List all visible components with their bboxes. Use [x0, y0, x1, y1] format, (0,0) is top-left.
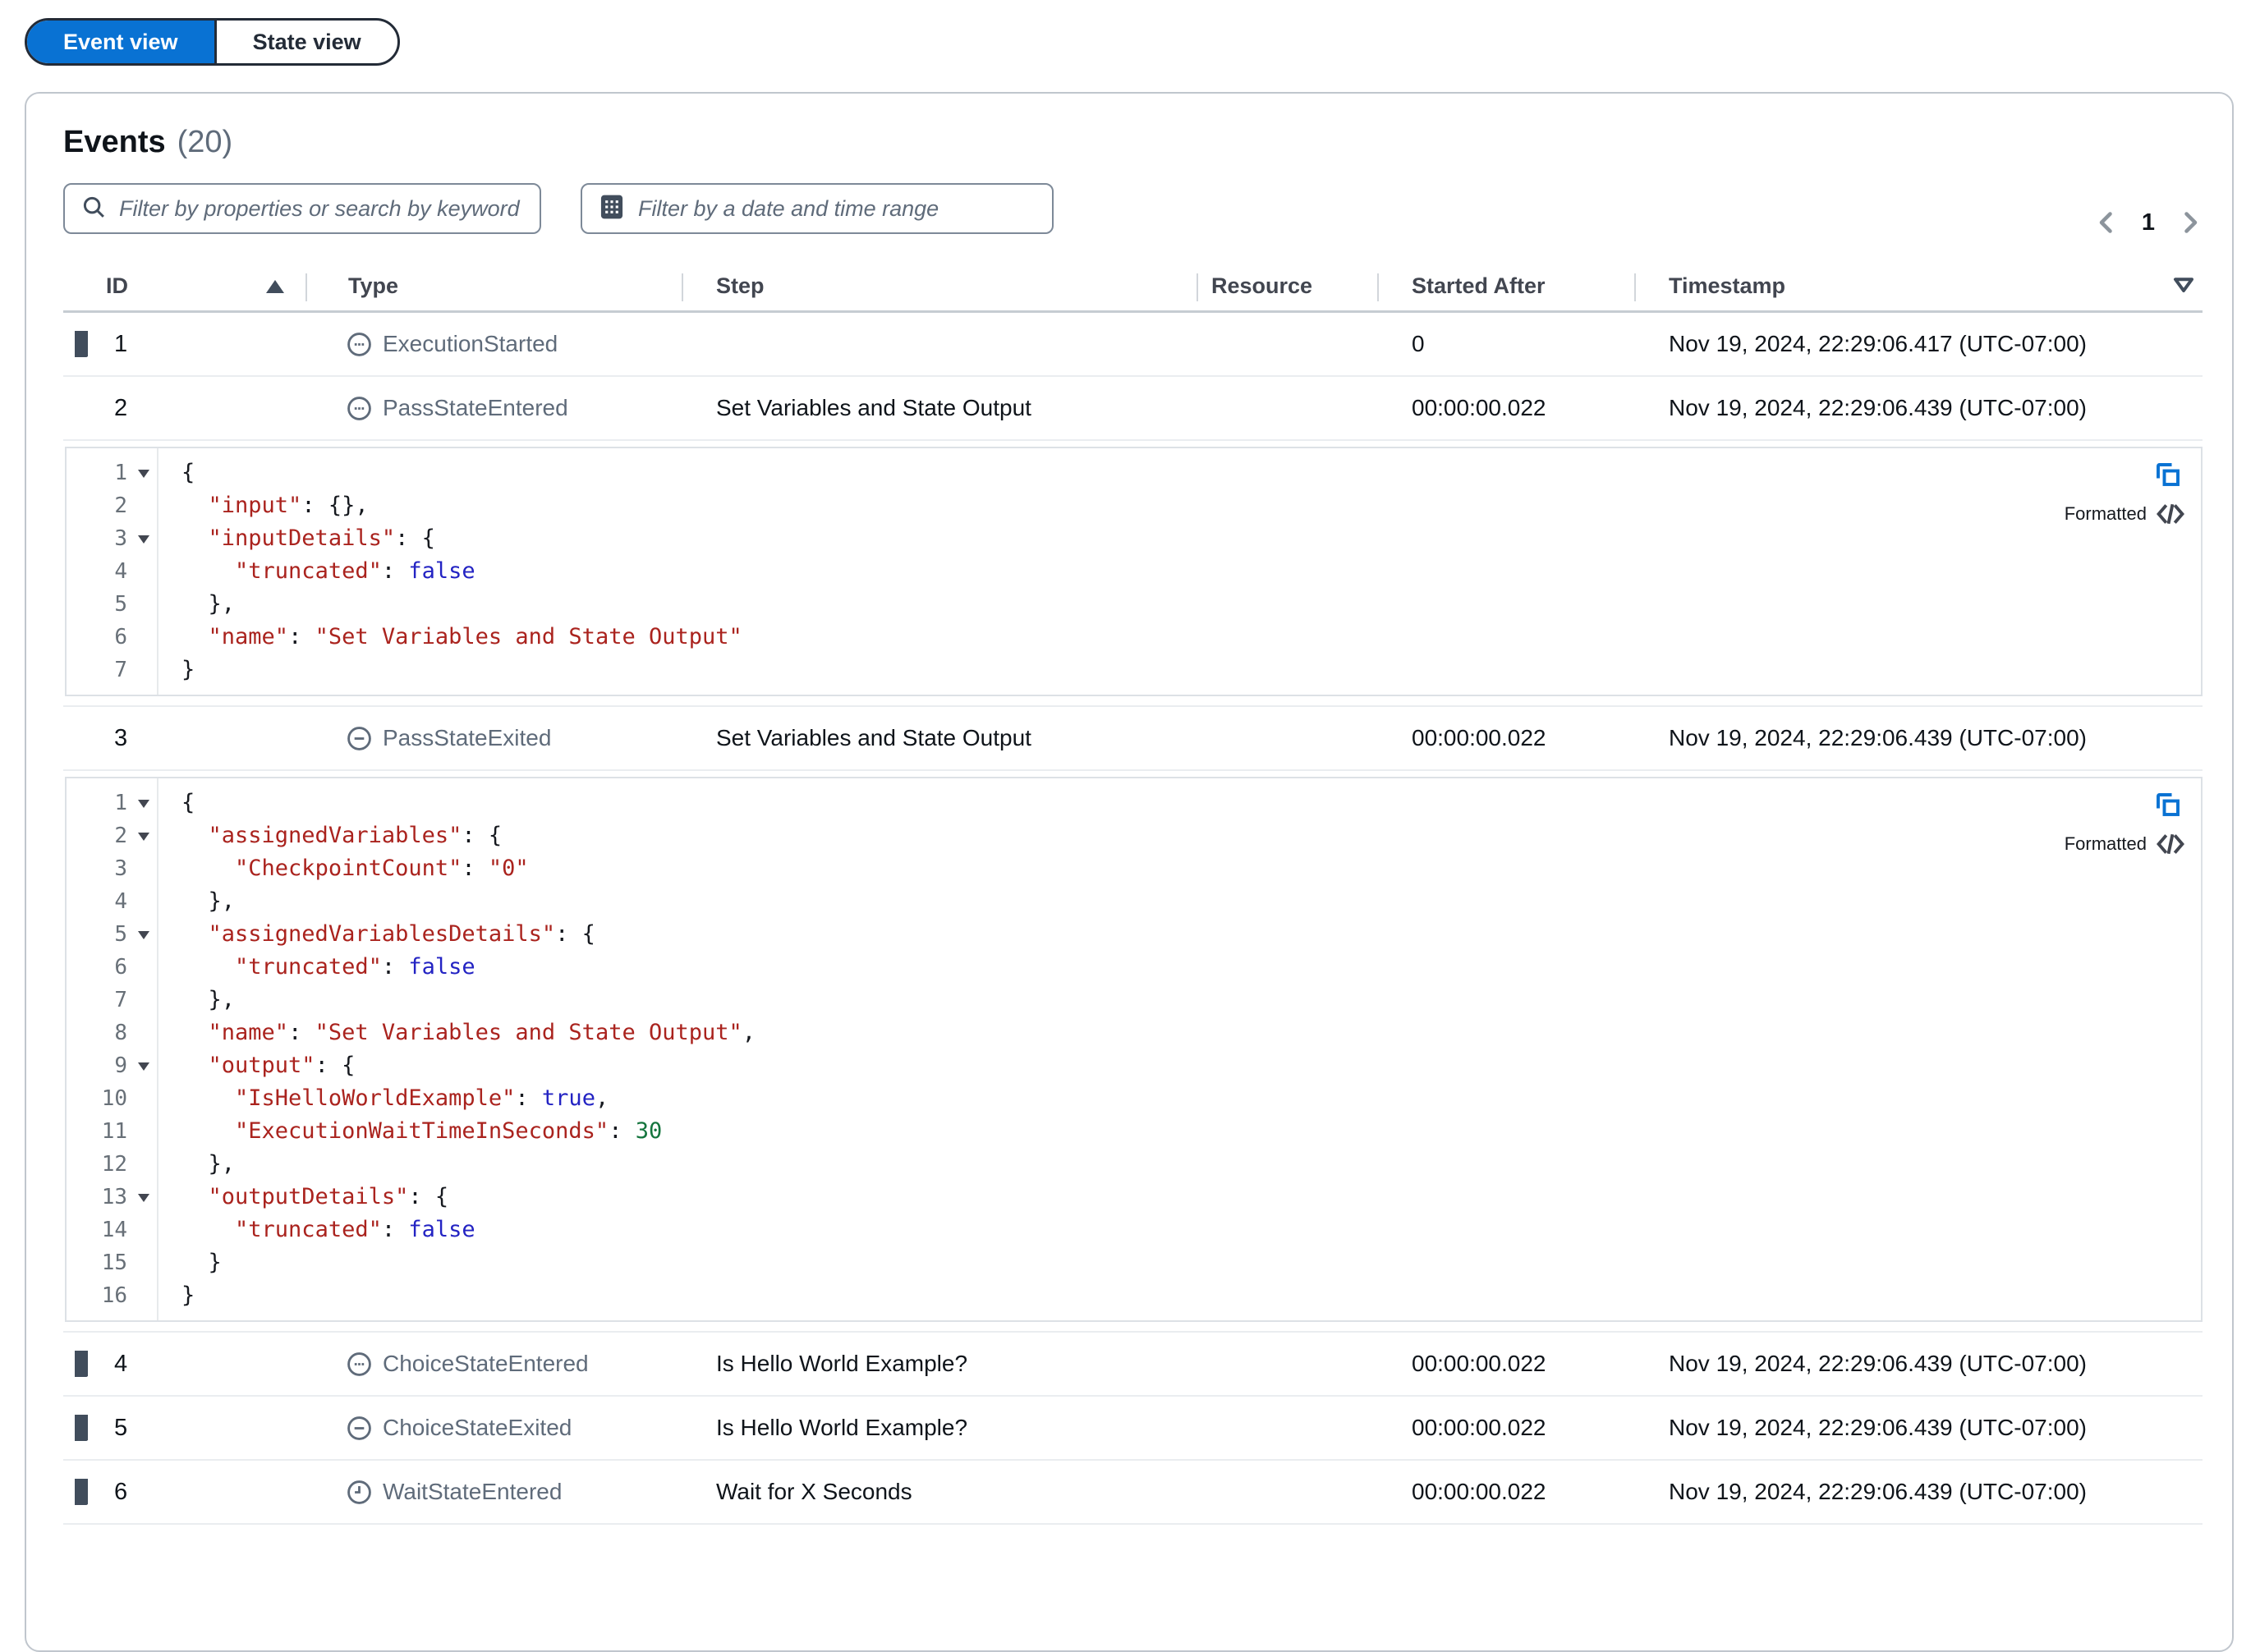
table-row: 5 ChoiceStateExited Is Hello World Examp…: [63, 1397, 2203, 1461]
previous-page-button[interactable]: [2092, 207, 2120, 238]
line-number-gutter: 1 2 3 4 5 6 7 8 9 10 11 12 13 14 15 16: [67, 778, 158, 1320]
status-pending-icon: [347, 396, 372, 421]
clock-icon: [347, 1480, 372, 1505]
event-step: Is Hello World Example?: [716, 1415, 968, 1440]
expand-row-button[interactable]: [75, 1351, 88, 1377]
event-type: ExecutionStarted: [383, 331, 558, 356]
fold-caret-icon[interactable]: [138, 833, 149, 841]
event-step: Is Hello World Example?: [716, 1351, 968, 1376]
copy-button[interactable]: [2152, 788, 2184, 821]
json-content: { "input": {}, "inputDetails": { "trunca…: [181, 460, 742, 682]
sort-ascending-icon[interactable]: [266, 279, 284, 293]
status-pending-icon: [347, 1351, 372, 1377]
event-step: Wait for X Seconds: [716, 1479, 912, 1504]
table-row: 2 PassStateEntered Set Variables and Sta…: [63, 377, 2203, 441]
collapse-row-button[interactable]: [75, 395, 91, 420]
event-started-after: 00:00:00.022: [1412, 725, 1546, 750]
event-step: Set Variables and State Output: [716, 395, 1031, 420]
column-header-step[interactable]: Step: [682, 262, 1197, 310]
formatted-label: Formatted: [2064, 833, 2147, 854]
table-row: 1 ExecutionStarted 0 Nov 19, 2024, 22:29…: [63, 313, 2203, 377]
event-started-after: 00:00:00.022: [1412, 1415, 1546, 1440]
json-content: { "assignedVariables": { "CheckpointCoun…: [181, 790, 756, 1308]
fold-caret-icon[interactable]: [138, 1062, 149, 1071]
tab-state-view[interactable]: State view: [214, 21, 397, 63]
event-started-after: 00:00:00.022: [1412, 1479, 1546, 1504]
fold-caret-icon[interactable]: [138, 800, 149, 808]
table-header-row: ID Type Step Resource Started After Time…: [63, 262, 2203, 313]
events-panel: Events (20): [25, 92, 2234, 1652]
json-code-viewer: 1 2 3 4 5 6 7 8 9 10 11 12 13 14 15 16 { "assignedVaria…: [65, 777, 2203, 1322]
event-id: 6: [114, 1478, 128, 1505]
expand-column-header: [63, 262, 104, 310]
event-type: WaitStateEntered: [383, 1479, 563, 1504]
event-timestamp-link[interactable]: Nov 19, 2024, 22:29:06.439 (UTC-07:00): [1669, 1479, 2087, 1505]
status-stopped-icon: [347, 726, 372, 751]
status-pending-icon: [347, 332, 372, 357]
filter-bar: [63, 183, 2203, 234]
event-started-after: 00:00:00.022: [1412, 1351, 1546, 1376]
event-id: 4: [114, 1350, 128, 1377]
event-started-after: 0: [1412, 331, 1425, 356]
formatted-label: Formatted: [2064, 503, 2147, 524]
search-input[interactable]: [119, 185, 523, 232]
fold-caret-icon[interactable]: [138, 535, 149, 544]
column-header-timestamp: Timestamp: [1634, 262, 2203, 310]
events-count: (20): [177, 125, 233, 159]
events-table: ID Type Step Resource Started After Time…: [63, 262, 2203, 1525]
event-id: 1: [114, 330, 128, 357]
code-view-toggle-icon[interactable]: [2157, 832, 2184, 856]
column-header-id[interactable]: ID: [104, 262, 305, 310]
fold-caret-icon[interactable]: [138, 470, 149, 478]
search-field[interactable]: [63, 183, 541, 234]
page-title: Events: [63, 125, 166, 159]
expand-row-button[interactable]: [75, 1479, 88, 1505]
event-id: 5: [114, 1414, 128, 1441]
event-type: ChoiceStateExited: [383, 1415, 572, 1440]
event-type: PassStateEntered: [383, 395, 568, 420]
calendar-icon: [599, 193, 625, 225]
search-icon: [81, 195, 106, 223]
status-stopped-icon: [347, 1416, 372, 1441]
event-timestamp-link[interactable]: Nov 19, 2024, 22:29:06.439 (UTC-07:00): [1669, 725, 2087, 751]
fold-caret-icon[interactable]: [138, 931, 149, 939]
view-toggle: Event view State view: [25, 18, 400, 66]
event-timestamp-link[interactable]: Nov 19, 2024, 22:29:06.439 (UTC-07:00): [1669, 395, 2087, 421]
event-detail-panel: 1 2 3 4 5 6 7 8 9 10 11 12 13 14 15 16 { "assignedVaria…: [63, 771, 2203, 1333]
table-row: 4 ChoiceStateEntered Is Hello World Exam…: [63, 1333, 2203, 1397]
date-range-field[interactable]: [581, 183, 1054, 234]
code-view-toggle-icon[interactable]: [2157, 502, 2184, 526]
event-started-after: 00:00:00.022: [1412, 395, 1546, 420]
page-number[interactable]: 1: [2141, 209, 2155, 236]
column-header-started-after[interactable]: Started After: [1377, 262, 1634, 310]
expand-row-button[interactable]: [75, 1415, 88, 1441]
event-timestamp-link[interactable]: Nov 19, 2024, 22:29:06.417 (UTC-07:00): [1669, 331, 2087, 357]
copy-button[interactable]: [2152, 458, 2184, 491]
table-row: 3 PassStateExited Set Variables and Stat…: [63, 707, 2203, 771]
column-header-type[interactable]: Type: [305, 262, 682, 310]
event-timestamp-link[interactable]: Nov 19, 2024, 22:29:06.439 (UTC-07:00): [1669, 1415, 2087, 1441]
event-step: Set Variables and State Output: [716, 725, 1031, 750]
filter-dropdown-icon[interactable]: [2168, 272, 2199, 301]
event-id: 2: [114, 394, 128, 421]
panel-header: Events (20): [63, 125, 2203, 160]
tab-event-view[interactable]: Event view: [27, 21, 214, 63]
event-type: PassStateExited: [383, 725, 552, 750]
expand-row-button[interactable]: [75, 331, 88, 357]
date-range-input[interactable]: [638, 185, 1036, 232]
event-id: 3: [114, 724, 128, 751]
fold-caret-icon[interactable]: [138, 1194, 149, 1202]
pagination: 1: [2092, 207, 2204, 238]
event-type: ChoiceStateEntered: [383, 1351, 589, 1376]
collapse-row-button[interactable]: [75, 725, 91, 750]
table-row: 6 WaitStateEntered Wait for X Seconds 00…: [63, 1461, 2203, 1525]
event-timestamp-link[interactable]: Nov 19, 2024, 22:29:06.439 (UTC-07:00): [1669, 1351, 2087, 1377]
column-header-resource[interactable]: Resource: [1197, 262, 1377, 310]
next-page-button[interactable]: [2176, 207, 2204, 238]
